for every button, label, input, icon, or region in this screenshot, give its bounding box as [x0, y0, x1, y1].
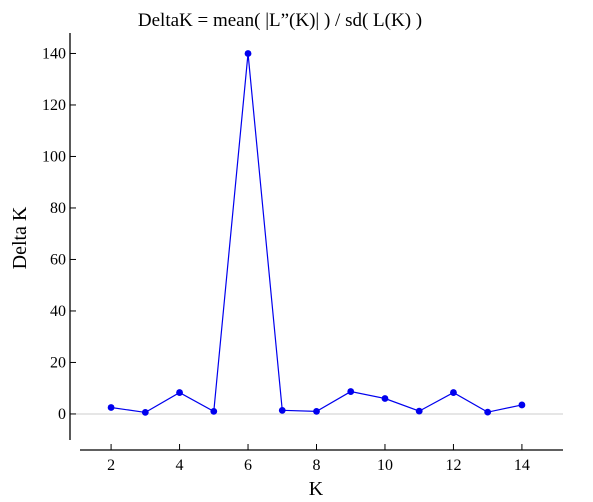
data-point: [107, 404, 115, 411]
x-tick-label: 4: [176, 457, 184, 474]
data-point: [278, 406, 286, 414]
x-tick-label: 6: [244, 457, 252, 474]
plot-area: 0 20 40 60 80 100 120 140 2 4 6 8 10 12 14: [42, 33, 563, 474]
y-tick-label: 40: [50, 303, 66, 320]
data-point: [313, 407, 320, 415]
y-tick-label: 20: [50, 354, 66, 371]
x-tick-label: 14: [514, 457, 530, 474]
data-point: [484, 408, 492, 416]
x-axis-label: K: [309, 478, 324, 500]
x-tick-label: 12: [445, 457, 461, 474]
y-tick-label: 60: [50, 251, 66, 268]
data-point: [176, 389, 183, 396]
data-point: [141, 409, 149, 416]
data-point: [347, 388, 355, 395]
y-tick-label: 80: [50, 200, 66, 217]
data-point: [210, 407, 218, 415]
data-point: [415, 407, 423, 415]
x-tick-label: 8: [313, 457, 321, 474]
x-tick-label: 2: [107, 457, 115, 474]
series-line: [110, 53, 523, 414]
data-point: [244, 50, 252, 57]
y-axis-label: Delta K: [9, 206, 31, 269]
y-tick-label: 140: [42, 45, 66, 62]
chart-title: DeltaK = mean( |L”(K)| ) / sd( L(K) ): [138, 10, 422, 31]
data-point: [381, 395, 389, 402]
y-tick-label: 0: [58, 406, 66, 423]
data-point: [518, 401, 526, 409]
data-point: [450, 389, 457, 396]
x-tick-label: 10: [377, 457, 393, 474]
y-tick-label: 100: [42, 148, 66, 165]
y-tick-label: 120: [42, 97, 66, 114]
